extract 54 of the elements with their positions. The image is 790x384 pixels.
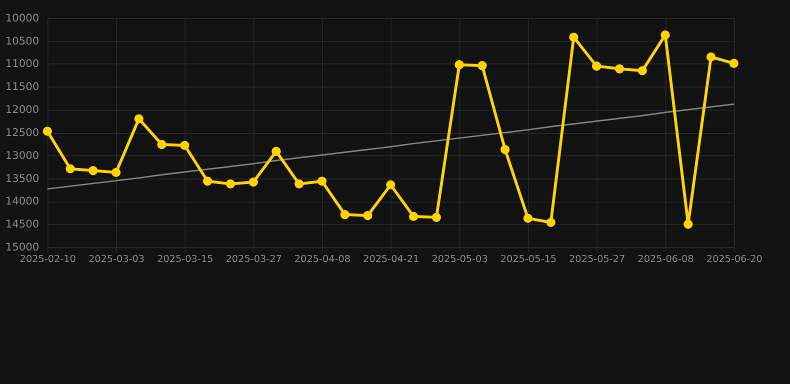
- x-tick-label: 2025-05-03: [432, 254, 488, 266]
- y-tick-label: 12500: [5, 126, 40, 139]
- point: [272, 146, 281, 156]
- y-tick-label: 10000: [5, 11, 40, 24]
- x-tick-label: 2025-03-03: [88, 254, 145, 266]
- point: [706, 52, 716, 62]
- point: [408, 212, 418, 222]
- x-tick-label: 2025-03-15: [157, 254, 214, 266]
- y-tick-label: 11000: [5, 57, 40, 70]
- point: [66, 164, 75, 174]
- x-tick-label: 2025-04-21: [363, 254, 420, 266]
- y-tick-label: 14000: [5, 194, 40, 208]
- point: [592, 62, 602, 71]
- point: [523, 214, 533, 223]
- point: [226, 179, 236, 188]
- point: [248, 177, 258, 187]
- point: [638, 66, 647, 76]
- x-tick-label: 2025-02-10: [20, 254, 76, 266]
- point: [478, 61, 487, 70]
- x-tick-label: 2025-06-08: [638, 254, 694, 266]
- y-tick-label: 15000: [5, 240, 40, 254]
- point: [454, 60, 464, 70]
- point: [546, 218, 556, 227]
- y-tick-label: 12000: [5, 103, 40, 116]
- point: [88, 166, 98, 176]
- point: [157, 140, 166, 150]
- y-tick-label: 10500: [5, 34, 40, 48]
- line-series: [46, 103, 735, 190]
- y-tick-label: 13000: [5, 148, 40, 162]
- point: [294, 179, 304, 188]
- point: [340, 210, 350, 220]
- x-tick-label: 2025-06-20: [706, 254, 762, 266]
- point: [202, 176, 212, 186]
- point: [134, 114, 144, 124]
- point: [660, 30, 670, 40]
- y-tick-label: 11500: [5, 80, 40, 94]
- x-tick-label: 2025-05-27: [569, 254, 626, 266]
- point: [684, 220, 693, 229]
- point: [386, 180, 396, 190]
- y-tick-label: 13500: [5, 172, 40, 185]
- point: [317, 176, 327, 186]
- point: [42, 126, 52, 136]
- x-tick-label: 2025-03-27: [226, 254, 282, 266]
- point: [432, 212, 442, 222]
- y-tick-label: 14500: [5, 218, 40, 231]
- point: [729, 58, 739, 68]
- x-tick-label: 2025-04-08: [294, 254, 351, 266]
- point: [111, 168, 121, 178]
- point: [569, 32, 578, 42]
- point: [363, 210, 372, 220]
- point: [614, 64, 624, 74]
- point: [180, 140, 190, 150]
- x-tick-label: 2025-05-15: [500, 254, 556, 266]
- point: [500, 144, 510, 154]
